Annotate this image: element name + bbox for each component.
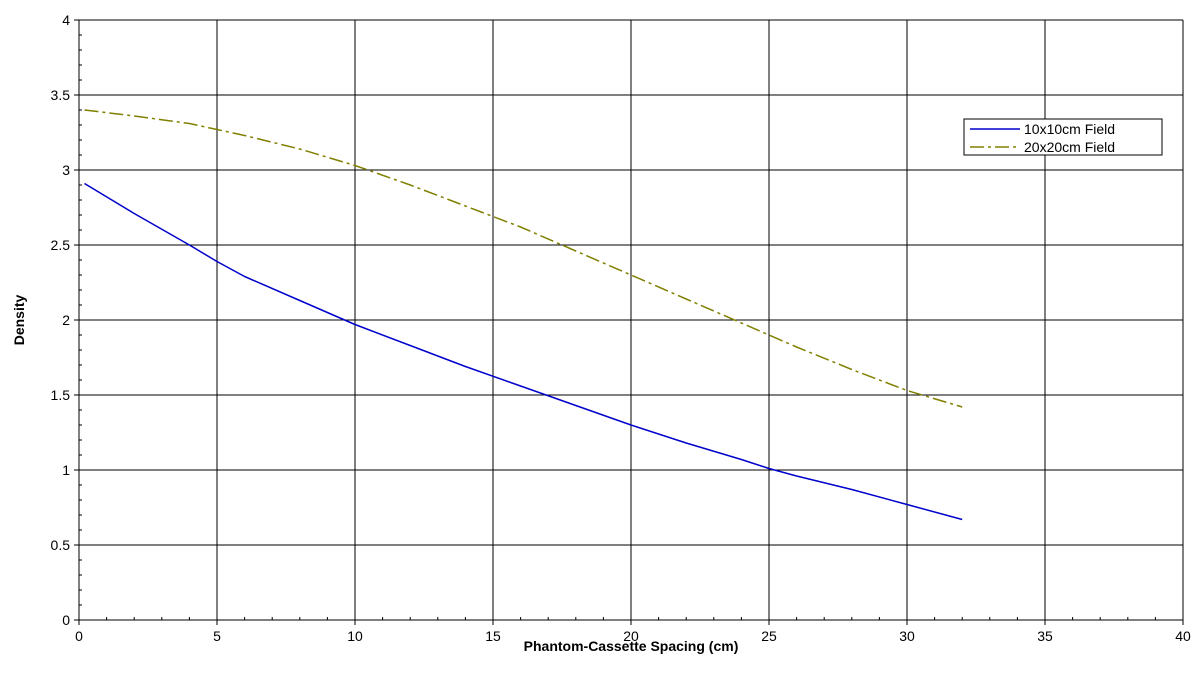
- legend-label-1: 10x10cm Field: [1024, 121, 1115, 137]
- y-tick-label: 3: [62, 162, 70, 178]
- y-axis-title: Density: [11, 295, 27, 346]
- x-tick-label: 10: [347, 628, 363, 644]
- y-tick-label: 3.5: [51, 87, 71, 103]
- x-tick-label: 25: [761, 628, 777, 644]
- x-tick-label: 20: [623, 628, 639, 644]
- legend: 10x10cm Field 20x20cm Field: [963, 118, 1163, 156]
- y-tick-label: 1.5: [51, 387, 71, 403]
- y-tick-label: 2.5: [51, 237, 71, 253]
- grid-lines: [79, 19, 1184, 620]
- x-tick-label: 15: [485, 628, 501, 644]
- series-lines: [84, 109, 963, 521]
- x-axis-title: Phantom-Cassette Spacing (cm): [524, 638, 739, 654]
- y-tick-label: 0: [62, 612, 70, 628]
- x-tick-label: 40: [1175, 628, 1191, 644]
- legend-items: 10x10cm Field 20x20cm Field: [970, 121, 1115, 155]
- series-line-2: [84, 109, 963, 408]
- axes: [74, 19, 1184, 625]
- x-tick-label: 30: [899, 628, 915, 644]
- legend-label-2: 20x20cm Field: [1024, 139, 1115, 155]
- series-line-1: [84, 182, 963, 521]
- y-tick-labels: 0 0.5 1 1.5 2 2.5 3 3.5 4: [51, 12, 71, 628]
- x-tick-labels: 0 5 10 15 20 25 30 35 40: [75, 628, 1191, 644]
- y-tick-label: 4: [62, 12, 70, 28]
- x-tick-label: 35: [1037, 628, 1053, 644]
- x-tick-label: 0: [75, 628, 83, 644]
- x-tick-label: 5: [213, 628, 221, 644]
- y-tick-label: 0.5: [51, 537, 71, 553]
- y-tick-label: 2: [62, 312, 70, 328]
- y-tick-label: 1: [62, 462, 70, 478]
- legend-box: [963, 118, 1163, 156]
